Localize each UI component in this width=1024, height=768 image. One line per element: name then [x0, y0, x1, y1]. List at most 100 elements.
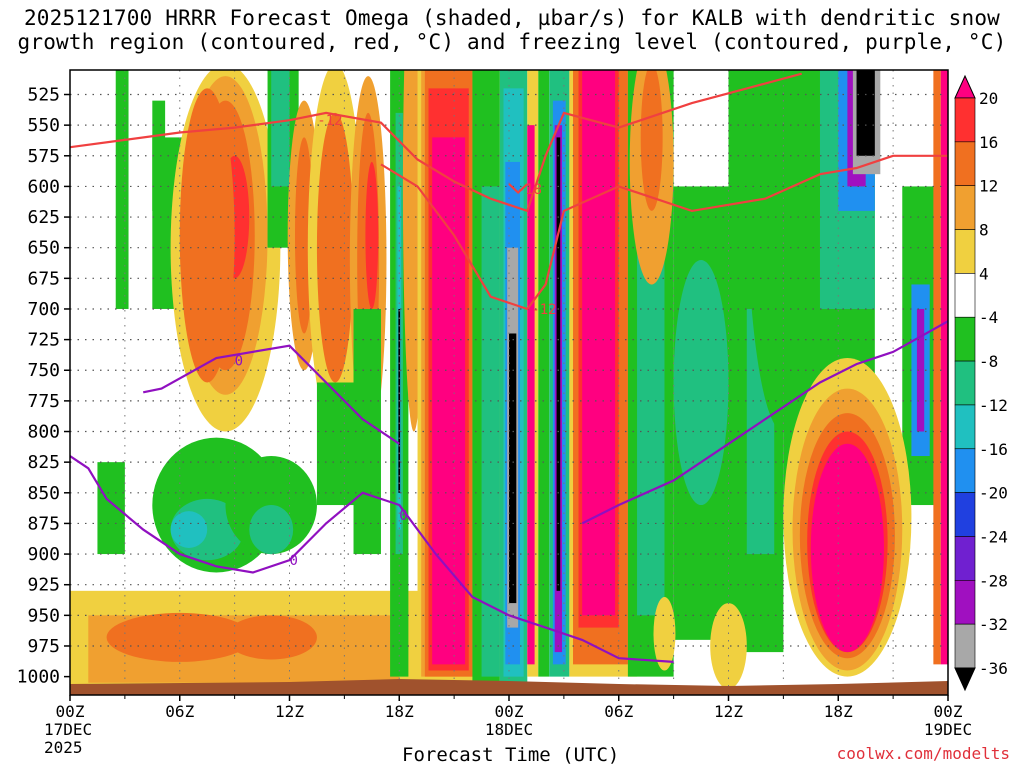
omega-shade [640, 70, 663, 211]
x-tick-label: 06Z [165, 702, 194, 721]
y-tick-label: 925 [27, 575, 60, 596]
freezing-contour [70, 455, 674, 663]
y-tick-label: 750 [27, 360, 60, 381]
colorbar-arrow-top [954, 74, 976, 99]
omega-shade [710, 603, 747, 689]
x-tick-sublabel: 19DEC [924, 720, 972, 739]
colorbar-swatch [954, 185, 976, 230]
omega-shade [538, 70, 550, 677]
colorbar-label: 8 [979, 221, 989, 240]
colorbar-label: -16 [979, 440, 1008, 459]
y-tick-label: 550 [27, 115, 60, 136]
y-tick-label: 650 [27, 238, 60, 259]
y-tick-label: 625 [27, 207, 60, 228]
dendritic-contour-label: -12 [531, 302, 556, 318]
colorbar-label: 12 [979, 177, 998, 196]
omega-shade [509, 333, 517, 604]
dendritic-contour-label: -18 [517, 182, 542, 198]
y-tick-label: 825 [27, 452, 60, 473]
freezing-contour [581, 320, 948, 525]
colorbar-label: -8 [979, 352, 998, 371]
colorbar-swatch [954, 623, 976, 669]
x-tick-label: 00Z [934, 702, 963, 721]
omega-shade [527, 125, 535, 665]
omega-shade [316, 382, 363, 506]
y-tick-label: 975 [27, 636, 60, 657]
dendritic-contour [380, 154, 948, 311]
colorbar-label: -28 [979, 571, 1008, 590]
colorbar-swatch [954, 580, 976, 625]
y-tick-label: 600 [27, 176, 60, 197]
x-tick-sublabel: 2025 [44, 738, 83, 757]
omega-shade [673, 259, 729, 506]
omega-shade [225, 456, 317, 555]
colorbar-swatch [954, 492, 976, 537]
colorbar-label: -20 [979, 484, 1008, 503]
surface-terrain [70, 679, 948, 695]
x-tick-sublabel: 17DEC [44, 720, 92, 739]
y-tick-label: 800 [27, 422, 60, 443]
x-tick-label: 00Z [56, 702, 85, 721]
x-tick-sublabel: 18DEC [485, 720, 533, 739]
colorbar-swatch [954, 229, 976, 274]
y-tick-label: 725 [27, 330, 60, 351]
omega-shade [556, 137, 561, 591]
colorbar-swatch [954, 316, 976, 362]
omega-shade [271, 70, 290, 187]
omega-shade [170, 511, 208, 548]
omega-shade [106, 612, 253, 662]
colorbar-swatch [954, 404, 976, 450]
y-tick-label: 525 [27, 85, 60, 106]
colorbar-label: -32 [979, 615, 1008, 634]
colorbar-swatch [954, 97, 976, 143]
colorbar-label: -12 [979, 396, 1008, 415]
title-line-1: 2025121700 HRRR Forecast Omega (shaded, … [23, 6, 1001, 30]
y-tick-label: 875 [27, 513, 60, 534]
freezing-contour [142, 344, 400, 445]
colorbar-label: -36 [979, 659, 1008, 678]
freezing-contour-label: 0 [399, 508, 407, 524]
x-tick-label: 06Z [604, 702, 633, 721]
y-tick-label: 700 [27, 299, 60, 320]
omega-shade [249, 505, 294, 555]
y-tick-label: 850 [27, 483, 60, 504]
colorbar-arrow-bottom [954, 667, 976, 692]
x-axis-label: Forecast Time (UTC) [402, 744, 620, 766]
chart-title: 2025121700 HRRR Forecast Omega (shaded, … [0, 6, 1024, 54]
colorbar-swatch [954, 360, 976, 406]
x-tick-label: 18Z [824, 702, 853, 721]
colorbar-label: 16 [979, 133, 998, 152]
colorbar-label: -4 [979, 308, 998, 327]
omega-shade [225, 615, 317, 660]
x-tick-label: 12Z [714, 702, 743, 721]
omega-shade [653, 596, 676, 671]
omega-shade [365, 161, 379, 309]
x-tick-label: 18Z [385, 702, 414, 721]
freezing-contour-label: 0 [290, 553, 298, 569]
colorbar-swatch [954, 273, 976, 318]
colorbar-label: 20 [979, 89, 998, 108]
credit-text: coolwx.com/modelts [836, 744, 1010, 763]
omega-shade [316, 112, 354, 383]
x-tick-label: 12Z [275, 702, 304, 721]
y-tick-label: 950 [27, 605, 60, 626]
y-tick-label: 900 [27, 544, 60, 565]
dendritic-contour-label: -12 [317, 113, 342, 129]
title-line-2: growth region (contoured, red, °C) and f… [17, 30, 1007, 54]
colorbar-label: 4 [979, 264, 989, 283]
freezing-contour-label: 0 [235, 353, 243, 369]
omega-shade [933, 70, 941, 665]
colorbar-label: -24 [979, 527, 1008, 546]
y-tick-label: 1000 [17, 667, 60, 688]
y-tick-label: 675 [27, 268, 60, 289]
colorbar-swatch [954, 536, 976, 581]
x-tick-label: 00Z [495, 702, 524, 721]
omega-shade [97, 462, 125, 555]
y-tick-label: 575 [27, 146, 60, 167]
omega-shade [940, 70, 948, 665]
colorbar-swatch [954, 141, 976, 186]
colorbar-swatch [954, 448, 976, 493]
y-tick-label: 775 [27, 391, 60, 412]
omega-shade [916, 308, 925, 432]
